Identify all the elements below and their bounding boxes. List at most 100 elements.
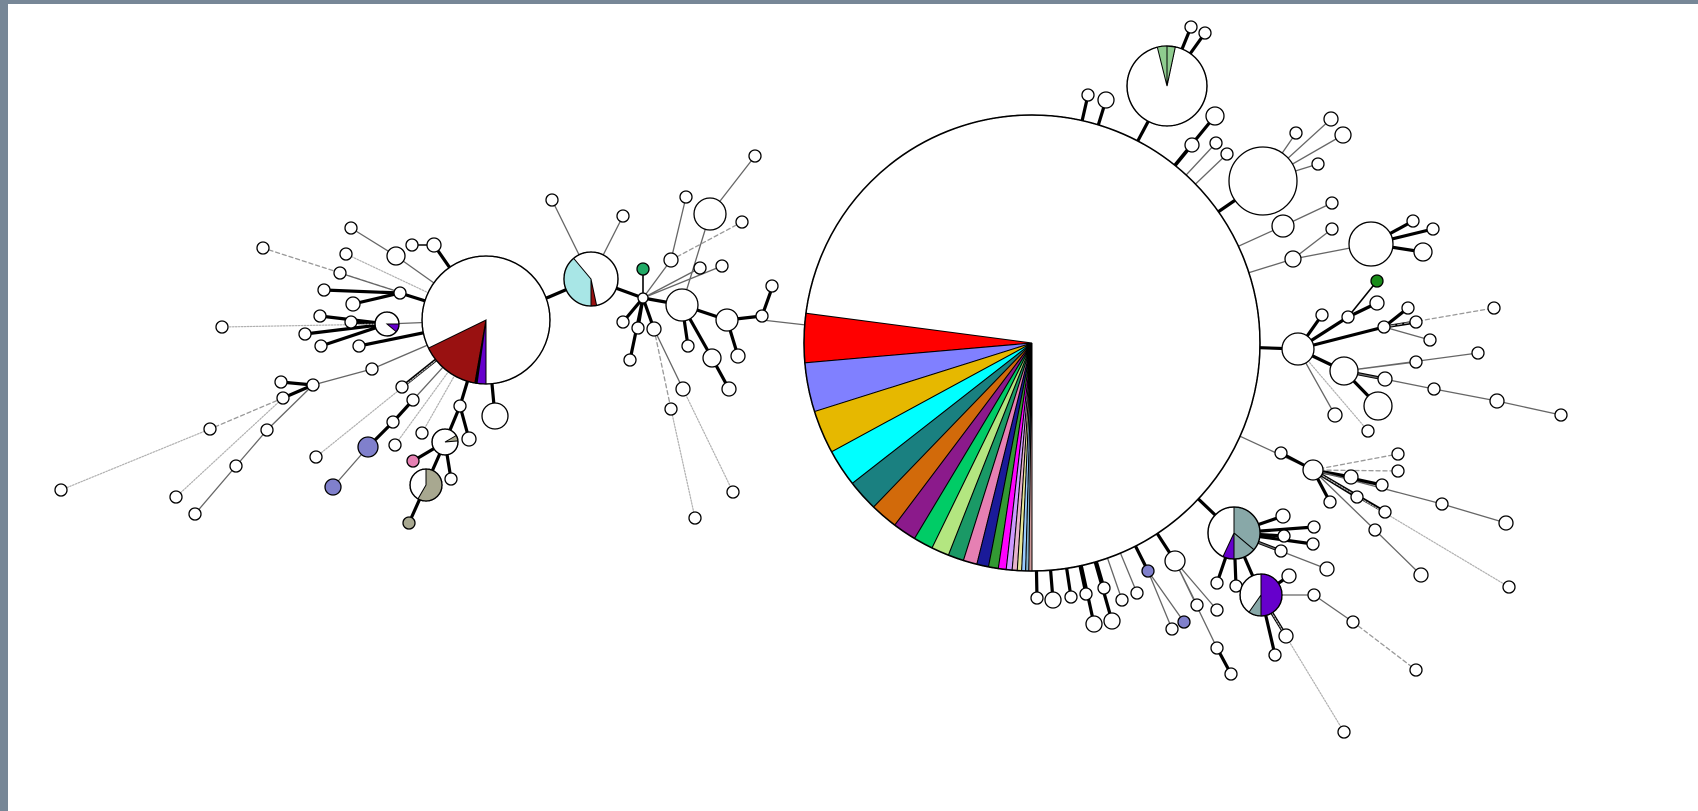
tree-edge	[312, 368, 373, 386]
tree-node	[169, 490, 183, 504]
tree-node	[675, 381, 691, 397]
tree-node	[339, 247, 353, 261]
tree-edge	[235, 429, 268, 467]
pie-outline	[431, 428, 459, 456]
tree-node	[1281, 332, 1315, 366]
tree-node	[1391, 464, 1405, 478]
tree-node	[1409, 315, 1423, 329]
tree-edge	[653, 328, 684, 390]
pie-outline	[421, 255, 551, 385]
tree-node	[616, 209, 630, 223]
tree-node	[256, 241, 270, 255]
tree-node	[188, 507, 202, 521]
tree-node	[1275, 508, 1291, 524]
tree-node	[1130, 586, 1144, 600]
tree-node	[1409, 355, 1423, 369]
tree-edge	[1297, 348, 1369, 432]
tree-edge	[1147, 570, 1185, 623]
pie-outline	[409, 468, 443, 502]
tree-node	[1361, 424, 1375, 438]
tree-node	[1498, 515, 1514, 531]
tree-node	[1198, 26, 1212, 40]
tree-node	[1210, 603, 1224, 617]
tree-node	[1085, 615, 1103, 633]
tree-edge	[1433, 388, 1498, 402]
tree-edge	[1383, 326, 1431, 341]
tree-node	[1348, 221, 1394, 267]
tree-node	[681, 339, 695, 353]
pie-outline	[563, 251, 619, 307]
tree-node	[393, 286, 407, 300]
tree-node	[1329, 356, 1359, 386]
tree-node	[1343, 469, 1359, 485]
tree-node	[352, 339, 366, 353]
tree-node	[405, 238, 419, 252]
tree-edge	[642, 267, 701, 299]
pie-outline	[1239, 573, 1283, 617]
tree-edge	[761, 319, 807, 326]
tree-edge	[266, 384, 314, 431]
tree-node	[1337, 725, 1351, 739]
tree-node	[1081, 88, 1095, 102]
tree-node	[646, 321, 662, 337]
tree-node	[1268, 648, 1282, 662]
tree-node	[1141, 564, 1155, 578]
tree-node	[1103, 612, 1121, 630]
tree-node	[1369, 295, 1385, 311]
tree-node	[1401, 301, 1415, 315]
tree-node	[1115, 593, 1129, 607]
tree-node	[755, 309, 769, 323]
tree-node	[309, 450, 323, 464]
tree-node	[1341, 310, 1355, 324]
tree-edge	[1147, 570, 1173, 630]
tree-node	[1224, 667, 1238, 681]
tree-node	[1406, 214, 1420, 228]
tree-node	[481, 402, 509, 430]
tree-node	[1346, 615, 1360, 629]
tree-node	[1327, 407, 1343, 423]
tree-node	[313, 309, 327, 323]
tree-node	[1165, 622, 1179, 636]
tree-node	[260, 423, 274, 437]
tree-node	[735, 215, 749, 229]
tree-node	[406, 393, 420, 407]
tree-node	[748, 149, 762, 163]
tree-node	[453, 399, 467, 413]
tree-node	[1190, 598, 1204, 612]
tree-node	[1427, 382, 1441, 396]
tree-node	[1334, 126, 1352, 144]
tree-node	[1363, 391, 1393, 421]
tree-node	[54, 483, 68, 497]
tree-node	[415, 426, 429, 440]
tree-node	[715, 308, 739, 332]
pie-slice	[1260, 573, 1283, 617]
tree-node	[715, 259, 729, 273]
tree-node	[1307, 520, 1321, 534]
tree-edge	[351, 291, 402, 306]
tree-node	[1409, 663, 1423, 677]
tree-edge	[670, 221, 743, 261]
tree-node	[637, 292, 649, 304]
tree-node	[636, 262, 650, 276]
tree-node	[1426, 222, 1440, 236]
tree-node	[702, 348, 722, 368]
pie-outline	[803, 114, 1261, 572]
tree-node	[663, 252, 679, 268]
tree-node	[1220, 147, 1234, 161]
tree-node	[1435, 497, 1449, 511]
tree-node	[1487, 301, 1501, 315]
tree-edge	[1374, 529, 1422, 576]
tree-node	[426, 237, 442, 253]
tree-node	[1378, 505, 1392, 519]
tree-node	[1278, 628, 1294, 644]
tree-node	[545, 193, 559, 207]
tree-node	[229, 459, 243, 473]
tree-node	[1281, 568, 1297, 584]
tree-node	[324, 478, 342, 496]
tree-node	[1489, 393, 1505, 409]
pie-outline	[374, 311, 400, 337]
tree-node	[1370, 274, 1384, 288]
tree-node	[276, 391, 290, 405]
tree-node	[386, 246, 406, 266]
tree-canvas	[8, 4, 1698, 811]
